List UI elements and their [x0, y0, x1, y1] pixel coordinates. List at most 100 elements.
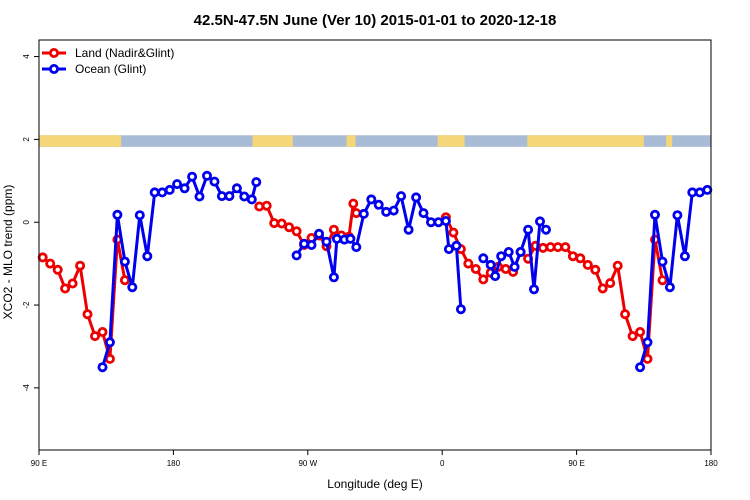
legend: Land (Nadir&Glint) Ocean (Glint) — [42, 46, 174, 76]
data-point — [463, 258, 474, 269]
data-point — [164, 184, 175, 195]
data-point — [575, 253, 586, 264]
data-point — [443, 244, 454, 255]
data-point — [328, 272, 339, 283]
land-band-segment — [346, 135, 356, 147]
data-point — [403, 224, 414, 235]
data-point — [351, 208, 362, 219]
data-point — [657, 275, 668, 286]
land-band-segment — [527, 135, 644, 147]
data-point — [366, 194, 377, 205]
x-tick-label: 90 E — [568, 459, 584, 468]
data-point — [672, 210, 683, 221]
data-point — [597, 283, 608, 294]
data-point — [627, 331, 638, 342]
data-point — [538, 242, 549, 253]
data-point — [284, 222, 295, 233]
legend-label: Land (Nadir&Glint) — [75, 46, 174, 60]
data-point — [560, 242, 571, 253]
data-point — [209, 176, 220, 187]
chart-title: 42.5N-47.5N June (Ver 10) 2015-01-01 to … — [194, 12, 557, 29]
data-point — [45, 258, 56, 269]
data-point — [490, 271, 501, 282]
data-point — [119, 275, 130, 286]
data-point — [470, 263, 481, 274]
y-tick-label: -2 — [22, 301, 31, 309]
data-point — [664, 282, 675, 293]
series-ocean — [97, 170, 713, 373]
data-point — [433, 217, 444, 228]
land-band-segment — [437, 135, 465, 147]
data-point — [104, 353, 115, 364]
data-point — [478, 274, 489, 285]
land-band-segment — [39, 135, 122, 147]
ocean-band — [39, 135, 711, 147]
data-point — [348, 198, 359, 209]
y-tick-label: 4 — [22, 54, 31, 59]
data-point — [635, 362, 646, 373]
data-point — [201, 170, 212, 181]
data-point — [331, 233, 342, 244]
data-point — [187, 171, 198, 182]
data-point — [440, 215, 451, 226]
data-point — [396, 191, 407, 202]
legend-marker — [49, 64, 60, 75]
data-point — [485, 259, 496, 270]
legend-label: Ocean (Glint) — [75, 62, 146, 76]
series-line — [295, 194, 463, 310]
data-point — [127, 282, 138, 293]
data-point — [231, 183, 242, 194]
data-point — [313, 228, 324, 239]
data-point — [605, 278, 616, 289]
x-tick-label: 0 — [440, 459, 445, 468]
y-tick-label: 2 — [22, 137, 31, 142]
data-point — [172, 179, 183, 190]
data-point — [503, 246, 514, 257]
data-point — [515, 246, 526, 257]
data-point — [351, 242, 362, 253]
data-point — [142, 251, 153, 262]
data-point — [261, 200, 272, 211]
series-line — [101, 174, 258, 368]
y-axis-label: XCO2 - MLO trend (ppm) — [1, 185, 15, 320]
data-point — [642, 353, 653, 364]
data-point — [328, 224, 339, 235]
data-point — [455, 304, 466, 315]
data-point — [642, 337, 653, 348]
data-point — [82, 309, 93, 320]
data-point — [650, 209, 661, 220]
data-point — [509, 261, 520, 272]
data-point — [104, 337, 115, 348]
legend-marker — [49, 48, 60, 59]
data-point — [612, 260, 623, 271]
data-point — [620, 309, 631, 320]
series-layer — [37, 170, 713, 373]
data-point — [52, 264, 63, 275]
data-point — [246, 194, 257, 205]
x-tick-label: 180 — [704, 459, 718, 468]
data-point — [194, 191, 205, 202]
data-point — [635, 326, 646, 337]
data-point — [134, 210, 145, 221]
data-point — [224, 191, 235, 202]
data-point — [679, 251, 690, 262]
plot-frame — [38, 39, 712, 451]
y-tick-label: -4 — [22, 384, 31, 392]
data-point — [75, 260, 86, 271]
data-point — [276, 218, 287, 229]
data-point — [112, 209, 123, 220]
x-tick-label: 180 — [167, 459, 181, 468]
x-tick-label: 90 E — [31, 459, 47, 468]
data-point — [291, 226, 302, 237]
data-point — [496, 251, 507, 262]
data-point — [67, 278, 78, 289]
data-point — [97, 326, 108, 337]
data-point — [119, 256, 130, 267]
data-point — [702, 184, 713, 195]
data-point — [291, 250, 302, 261]
data-point — [388, 205, 399, 216]
data-point — [37, 252, 48, 263]
data-point — [541, 224, 552, 235]
data-point — [411, 192, 422, 203]
